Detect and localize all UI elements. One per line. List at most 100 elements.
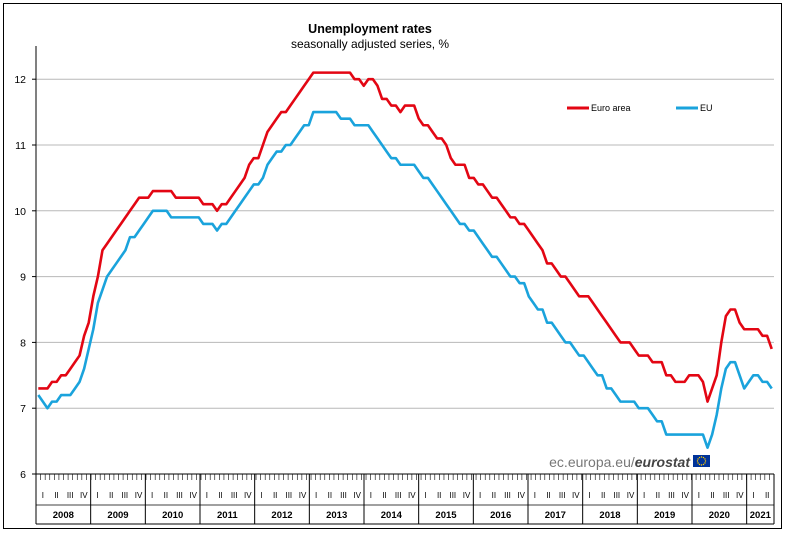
eu-star [698,456,701,459]
quarter-tick-label: III [285,491,292,500]
quarter-tick-label: I [752,491,754,500]
quarter-tick-label: I [96,491,98,500]
quarter-tick-label: III [449,491,456,500]
y-tick-label: 12 [14,74,26,86]
quarter-tick-label: I [370,491,372,500]
quarter-tick-label: III [340,491,347,500]
eu-star [700,456,703,458]
eu-star [700,464,703,466]
quarter-tick-label: III [504,491,511,500]
eu-star [702,463,705,466]
quarter-tick-label: IV [80,491,88,500]
quarter-tick-label: I [588,491,590,500]
series-line-euro-area [38,71,773,403]
quarter-tick-label: III [67,491,74,500]
year-label: 2010 [162,510,183,521]
quarter-tick-label: II [710,491,714,500]
quarter-tick-label: III [395,491,402,500]
chart-title: Unemployment rates [308,22,432,36]
quarter-tick-label: III [613,491,620,500]
legend-label: Euro area [591,103,631,113]
quarter-tick-label: I [42,491,44,500]
quarter-tick-label: II [656,491,660,500]
quarter-tick-label: I [315,491,317,500]
quarter-tick-label: I [424,491,426,500]
quarter-tick-label: IV [244,491,252,500]
y-tick-label: 11 [15,140,26,152]
quarter-tick-label: II [218,491,222,500]
year-label: 2012 [271,510,292,521]
year-label: 2020 [709,510,730,521]
y-tick-label: 9 [20,272,26,284]
chart-subtitle: seasonally adjusted series, % [291,37,449,51]
eu-star [704,460,707,462]
y-tick-label: 7 [20,403,26,415]
watermark-brand: eurostat [635,454,692,470]
quarter-tick-label: I [206,491,208,500]
quarter-tick-label: IV [135,491,143,500]
quarter-tick-label: III [668,491,675,500]
eu-star [702,456,705,459]
grid-lines [36,78,774,409]
legend: Euro area EU [567,103,713,113]
year-label: 2008 [53,510,74,521]
quarter-tick-label: IV [463,491,471,500]
year-label: 2016 [490,510,511,521]
eu-star [704,462,706,464]
quarter-tick-label: IV [299,491,307,500]
year-label: 2017 [545,510,566,521]
quarter-tick-label: II [437,491,441,500]
eu-flag-icon [693,455,710,467]
quarter-tick-label: III [723,491,730,500]
quarter-tick-label: IV [736,491,744,500]
quarter-tick-label: II [164,491,168,500]
eu-star [704,458,706,460]
quarter-tick-label: III [176,491,183,500]
quarter-tick-label: IV [189,491,197,500]
quarter-tick-label: I [260,491,262,500]
year-label: 2019 [654,510,675,521]
y-tick-label: 10 [14,206,26,218]
eu-star [698,463,701,466]
quarter-tick-label: II [273,491,277,500]
quarter-tick-label: IV [681,491,689,500]
quarter-tick-label: II [765,491,769,500]
y-tick-label: 6 [20,469,26,481]
quarter-tick-label: I [534,491,536,500]
quarter-tick-label: II [54,491,58,500]
year-label: 2014 [381,510,403,521]
year-label: 2018 [599,510,620,521]
quarter-tick-label: IV [572,491,580,500]
quarter-tick-label: III [231,491,238,500]
year-label: 2011 [217,510,238,521]
eurostat-watermark: ec.europa.eu/ eurostat [549,454,710,470]
watermark-site: ec.europa.eu/ [549,454,635,470]
quarter-tick-label: II [546,491,550,500]
year-label: 2021 [750,510,772,521]
series-line-eu [37,110,773,449]
eu-star [696,460,699,462]
quarter-tick-label: II [492,491,496,500]
year-label: 2013 [326,510,347,521]
series-lines [37,71,773,449]
quarter-tick-label: IV [353,491,361,500]
quarter-tick-label: III [559,491,566,500]
quarter-tick-label: I [151,491,153,500]
x-axis: I II III IV I II III IV I II III IV I II III IV I II III IV… [35,473,775,525]
eu-star [697,462,699,464]
quarter-tick-label: IV [517,491,525,500]
quarter-tick-label: II [601,491,605,500]
y-axis-ticks: 6 7 8 9 10 11 12 [14,46,37,481]
quarter-tick-label: I [643,491,645,500]
year-label: 2009 [107,510,128,521]
year-label: 2015 [435,510,457,521]
quarter-tick-label: IV [408,491,416,500]
quarter-tick-label: IV [627,491,635,500]
quarter-tick-label: II [109,491,113,500]
quarter-tick-label: I [698,491,700,500]
quarter-tick-label: II [382,491,386,500]
quarter-tick-label: II [328,491,332,500]
eu-flag-stars-icon [696,456,707,466]
legend-label: EU [700,103,713,113]
